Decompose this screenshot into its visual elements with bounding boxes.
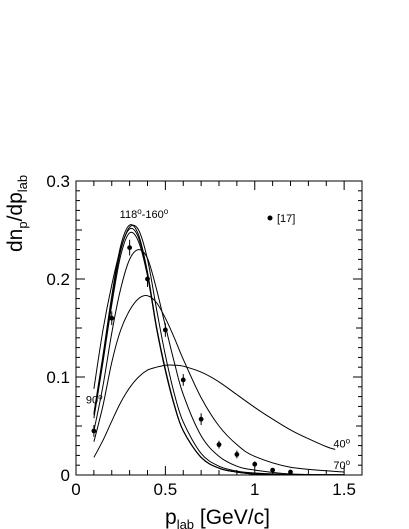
x-tick-label: 0.5: [154, 480, 178, 499]
data-point: [252, 461, 258, 467]
model-curves: [93, 224, 345, 476]
x-tick-label: 1.5: [332, 480, 356, 499]
data-point: [109, 315, 115, 321]
data-point: [180, 377, 186, 383]
plot-border: [75, 180, 363, 476]
x-axis-label: plab [GeV/c]: [165, 506, 270, 529]
data-point: [145, 276, 150, 282]
plot-frame: [75, 180, 363, 476]
model-curve-7: [93, 364, 336, 458]
y-tick-label: 0.2: [46, 270, 70, 289]
curve-annotation: 90o: [86, 392, 103, 406]
tick-labels: 0 0.5 1 1.5 0 0.1 0.2 0.3: [46, 172, 356, 499]
curve-annotation: 40o: [333, 437, 350, 451]
model-curve-4: [93, 224, 345, 476]
model-curve-3: [93, 231, 345, 476]
x-tick-label: 0: [71, 480, 80, 499]
model-curve-6: [93, 295, 345, 473]
data-points: [91, 239, 293, 475]
data-point: [162, 327, 168, 333]
data-point: [91, 428, 97, 434]
legend: [17]: [267, 213, 295, 225]
legend-label: [17]: [277, 213, 295, 225]
curve-annotation: 118o-160o: [120, 207, 169, 221]
data-point: [234, 452, 240, 457]
data-point: [216, 442, 222, 448]
annotations: 118o-160o 90o 40o 70o: [86, 207, 351, 472]
curve-annotation: 70o: [333, 458, 350, 472]
legend-marker: [267, 215, 273, 221]
y-axis-label: dnp/dplab: [4, 175, 30, 252]
data-point: [198, 416, 204, 422]
axis-ticks: [75, 180, 362, 476]
y-tick-label: 0: [61, 466, 70, 485]
x-tick-label: 1: [250, 480, 259, 499]
data-point: [127, 245, 133, 251]
y-tick-label: 0.1: [46, 368, 70, 387]
y-tick-label: 0.3: [46, 172, 70, 191]
